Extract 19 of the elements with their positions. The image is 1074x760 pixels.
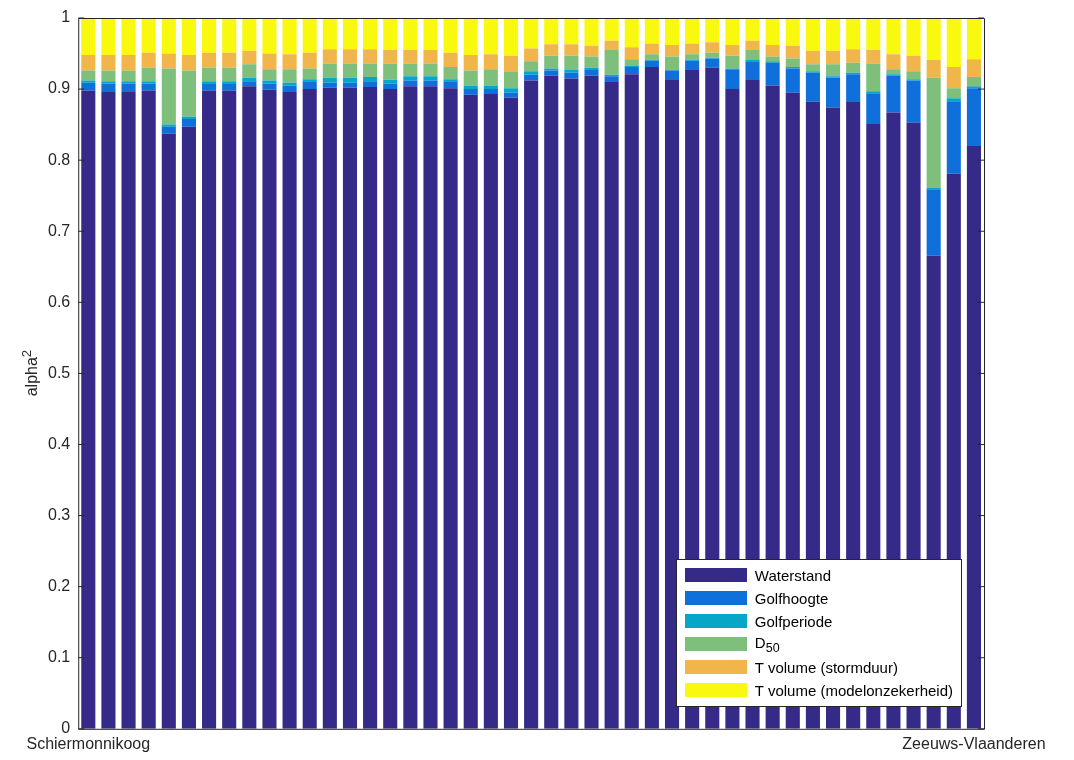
x-tick-label: Schiermonnikoog — [26, 734, 151, 752]
y-tick-label: 0.2 — [47, 577, 71, 595]
y-tick-label: 0.8 — [47, 150, 71, 168]
legend-label: D$_{50}$ — [754, 633, 780, 655]
y-tick-label: 0.3 — [47, 505, 71, 523]
y-tick-label: 0.4 — [47, 434, 71, 452]
y-tick-label: 0.9 — [47, 79, 71, 97]
y-tick-label: 0.6 — [47, 292, 71, 310]
y-tick-label: 0.5 — [47, 363, 71, 381]
y-tick-label: 0.1 — [47, 648, 71, 666]
legend-label: Golfperiode — [754, 612, 833, 630]
x-tick-label: Zeeuws-Vlaanderen — [902, 734, 1046, 752]
y-tick-label: 0.7 — [47, 221, 71, 239]
legend-label: Waterstand — [754, 566, 831, 584]
y-tick-label: 0 — [61, 719, 71, 737]
legend-label: T volume (modelonzekerheid) — [754, 681, 953, 699]
legend-label: T volume (stormduur) — [754, 658, 898, 676]
y-tick-label: 1 — [61, 8, 71, 26]
legend-label: Golfhoogte — [754, 589, 829, 607]
